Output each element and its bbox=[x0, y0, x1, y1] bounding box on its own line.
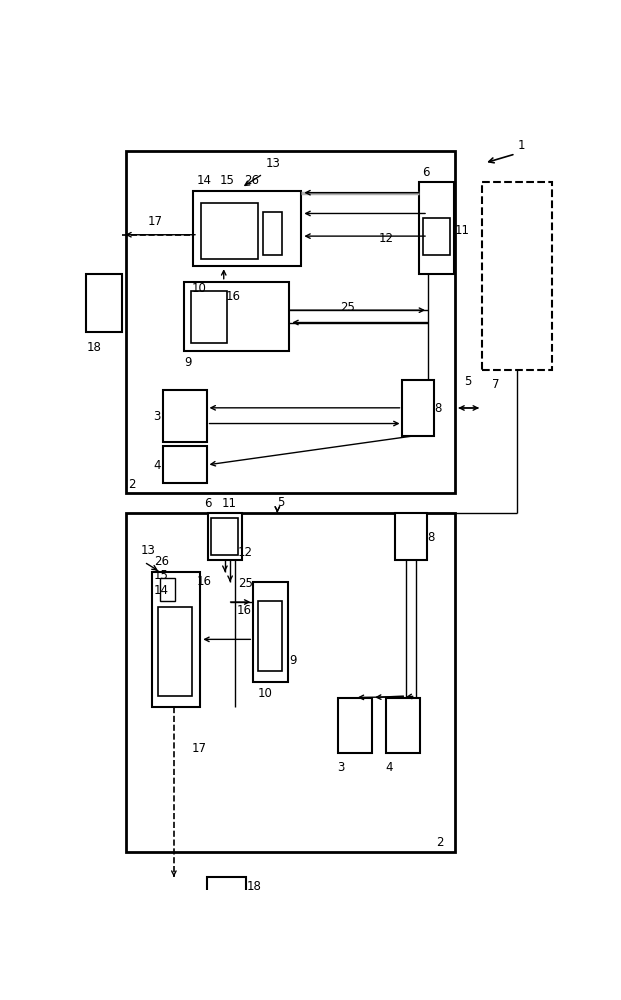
Text: 15: 15 bbox=[220, 174, 235, 187]
Bar bbox=[207, 877, 246, 932]
Bar bbox=[125, 513, 455, 852]
Bar bbox=[211, 518, 238, 555]
Text: 8: 8 bbox=[427, 531, 435, 544]
Text: 3: 3 bbox=[338, 761, 345, 774]
Text: 8: 8 bbox=[435, 402, 442, 415]
Text: 18: 18 bbox=[247, 880, 262, 893]
Text: 10: 10 bbox=[192, 282, 207, 295]
Text: 17: 17 bbox=[147, 215, 163, 228]
Bar bbox=[402, 380, 433, 436]
Bar bbox=[338, 698, 372, 753]
Text: 13: 13 bbox=[141, 544, 156, 557]
Bar bbox=[86, 274, 122, 332]
Text: 11: 11 bbox=[455, 224, 470, 237]
Text: 5: 5 bbox=[278, 496, 285, 509]
Text: 26: 26 bbox=[243, 174, 259, 187]
Text: 7: 7 bbox=[492, 378, 500, 391]
Text: 12: 12 bbox=[379, 232, 394, 245]
Bar bbox=[423, 218, 450, 255]
Text: 13: 13 bbox=[265, 157, 280, 170]
Text: 18: 18 bbox=[86, 341, 101, 354]
Text: 3: 3 bbox=[153, 410, 161, 423]
Text: 6: 6 bbox=[422, 166, 430, 179]
Bar bbox=[152, 572, 201, 707]
Text: 14: 14 bbox=[153, 584, 169, 597]
Bar bbox=[158, 607, 192, 696]
Text: 6: 6 bbox=[204, 497, 211, 510]
Bar bbox=[191, 291, 227, 343]
Bar bbox=[258, 601, 282, 671]
Text: 9: 9 bbox=[184, 356, 192, 369]
Text: 12: 12 bbox=[238, 546, 253, 559]
Bar bbox=[184, 282, 289, 351]
Text: 14: 14 bbox=[197, 174, 212, 187]
Text: 4: 4 bbox=[153, 459, 161, 472]
Text: 11: 11 bbox=[222, 497, 237, 510]
Text: 1: 1 bbox=[518, 139, 525, 152]
Text: 2: 2 bbox=[128, 478, 135, 491]
Bar bbox=[396, 513, 427, 560]
Text: 16: 16 bbox=[237, 604, 252, 617]
Bar bbox=[482, 182, 551, 370]
Text: 26: 26 bbox=[153, 555, 169, 568]
Text: 25: 25 bbox=[238, 577, 253, 590]
Text: 16: 16 bbox=[197, 575, 212, 588]
Bar bbox=[163, 446, 207, 483]
Bar bbox=[386, 698, 420, 753]
Bar bbox=[160, 578, 175, 601]
Bar bbox=[419, 182, 454, 274]
Text: 25: 25 bbox=[340, 301, 355, 314]
Bar bbox=[193, 191, 301, 266]
Bar bbox=[125, 151, 455, 493]
Bar bbox=[207, 513, 242, 560]
Bar bbox=[253, 582, 288, 682]
Bar bbox=[263, 212, 282, 255]
Bar bbox=[163, 389, 207, 442]
Text: 10: 10 bbox=[258, 687, 273, 700]
Bar bbox=[201, 203, 258, 259]
Text: 4: 4 bbox=[386, 761, 393, 774]
Text: 17: 17 bbox=[191, 742, 206, 755]
Text: 16: 16 bbox=[226, 290, 241, 303]
Text: 2: 2 bbox=[436, 836, 443, 849]
Text: 9: 9 bbox=[289, 654, 297, 667]
Text: 15: 15 bbox=[153, 569, 168, 582]
Text: 5: 5 bbox=[464, 375, 471, 388]
